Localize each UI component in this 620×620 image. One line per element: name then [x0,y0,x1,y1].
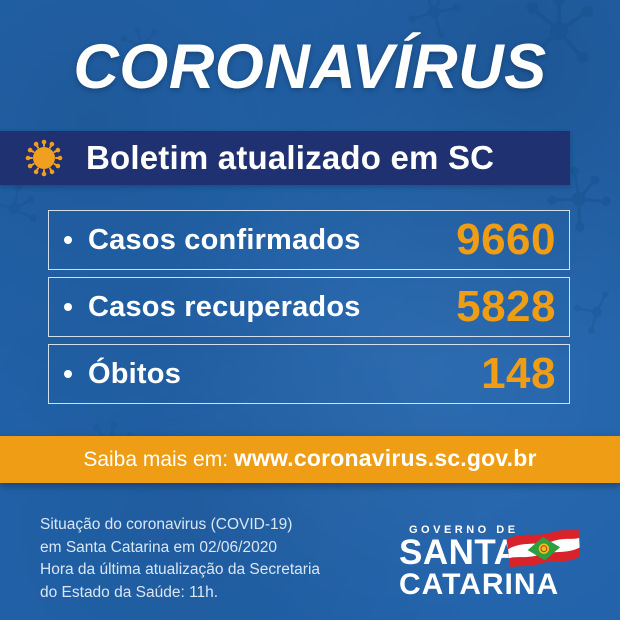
stat-value: 9660 [456,215,556,264]
subtitle-label: Boletim atualizado em SC [86,139,495,176]
logo-name-line1: SANTA [399,533,520,572]
stat-value: 5828 [456,282,556,331]
stat-label: Óbitos [88,357,182,390]
virus-icon [25,139,63,177]
virus-pattern-icon [526,0,593,64]
stat-value: 148 [481,349,556,398]
stat-row-confirmed-cases: Casos confirmados 9660 [48,210,570,270]
logo-name-line2: CATARINA [399,568,560,601]
stat-row-deaths: Óbitos 148 [48,344,570,404]
logo-top-label: GOVERNO DE [409,524,519,536]
page-title: CORONAVÍRUS [73,32,547,102]
footer-line: do Estado da Saúde: 11h. [40,583,219,601]
footer-line: Hora da última atualização da Secretaria [40,561,321,578]
stat-label: Casos recuperados [88,290,361,323]
government-logo: GOVERNO DE SANTA CATARINA [399,524,599,600]
stat-row-recovered-cases: Casos recuperados 5828 [48,277,570,337]
virus-pattern-icon [120,26,162,67]
info-banner: Saiba mais em: www.coronavirus.sc.gov.br [0,436,620,483]
stats-panel: Casos confirmados 9660 Casos recuperados… [48,210,570,411]
bullet-icon [64,236,72,244]
subtitle-bar: Boletim atualizado em SC [0,131,570,185]
footer-note: Situação do coronavirus (COVID-19) em Sa… [40,514,400,604]
santa-catarina-flag-icon [506,528,580,568]
virus-pattern-icon [0,184,37,222]
footer-line: Situação do coronavirus (COVID-19) [40,516,293,533]
bullet-icon [64,370,72,378]
virus-pattern-icon [547,166,611,232]
stat-label: Casos confirmados [88,223,361,256]
virus-pattern-icon [408,0,461,39]
bullet-icon [64,303,72,311]
website-link[interactable]: www.coronavirus.sc.gov.br [233,445,537,471]
virus-pattern-icon [574,291,609,334]
info-banner-text: Saiba mais em: www.coronavirus.sc.gov.br [83,445,536,472]
footer-line: em Santa Catarina em 02/06/2020 [40,538,277,556]
banner-prefix: Saiba mais em: [83,448,234,471]
